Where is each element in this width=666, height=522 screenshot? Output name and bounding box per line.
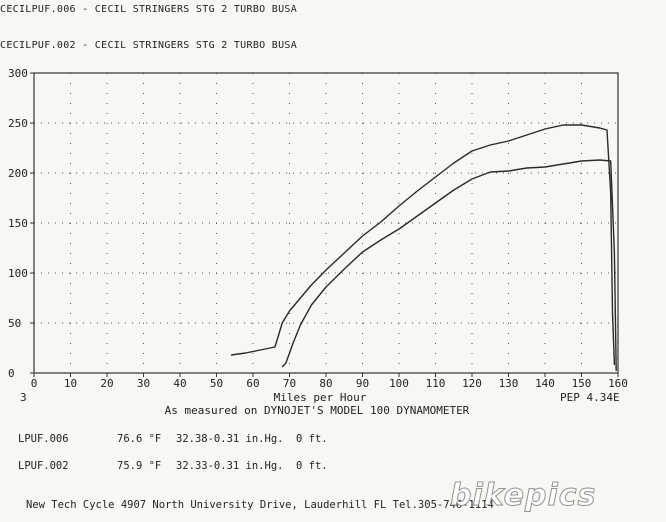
y-tick-label: 300 [8,67,28,80]
x-ticks: 0 10 20 30 40 50 60 70 80 90 100 110 120 130 140 150 160 [31,373,628,390]
run-2-baro: 32.33-0.31 in.Hg. [176,460,284,472]
run-2-alt: 0 ft. [296,460,328,472]
x-tick-label: 10 [64,377,77,390]
x-tick-label: 150 [572,377,592,390]
x-tick-label: 70 [283,377,296,390]
x-tick-label: 30 [137,377,150,390]
x-tick-label: 120 [462,377,482,390]
series-lines [231,124,617,372]
y-ticks: 300 250 200 150 100 50 0 [8,67,34,380]
shop-footer: New Tech Cycle 4907 North University Dri… [26,499,494,511]
x-tick-label: 140 [535,377,555,390]
series-line-2 [281,159,617,372]
run-1-alt: 0 ft. [296,433,328,445]
series-line-1 [231,124,616,366]
x-tick-label: 20 [100,377,113,390]
y-tick-label: 50 [8,317,21,330]
header-line-2: CECILPUF.002 - CECIL STRINGERS STG 2 TUR… [0,40,298,51]
x-tick-label: 50 [210,377,223,390]
bikepics-watermark: bikepics [449,478,597,514]
run-1-temp: 76.6 °F [117,433,162,445]
x-tick-label: 40 [173,377,186,390]
chart-grid [34,73,618,373]
x-tick-label: 90 [356,377,369,390]
y-tick-label: 0 [8,367,15,380]
x-axis-label: Miles per Hour [274,391,367,404]
x-tick-label: 110 [426,377,446,390]
x-tick-label: 160 [608,377,628,390]
y-tick-label: 250 [8,117,28,130]
run-1-baro: 32.38-0.31 in.Hg. [176,433,284,445]
chart-left-code: 3 [20,391,27,404]
x-tick-label: 130 [499,377,519,390]
run-2-file: LPUF.002 [18,460,69,472]
y-tick-label: 100 [8,267,28,280]
run-2-temp: 75.9 °F [117,460,162,472]
y-tick-label: 150 [8,217,28,230]
header-line-1: CECILPUF.006 - CECIL STRINGERS STG 2 TUR… [0,4,298,15]
x-tick-label: 100 [389,377,409,390]
x-tick-label: 60 [246,377,259,390]
run-1-file: LPUF.006 [18,433,69,445]
chart-subtitle: As measured on DYNOJET'S MODEL 100 DYNAM… [165,404,470,417]
chart-right-code: PEP 4.34E [560,391,620,404]
y-tick-label: 200 [8,167,28,180]
x-tick-label: 0 [31,377,38,390]
x-tick-label: 80 [319,377,332,390]
